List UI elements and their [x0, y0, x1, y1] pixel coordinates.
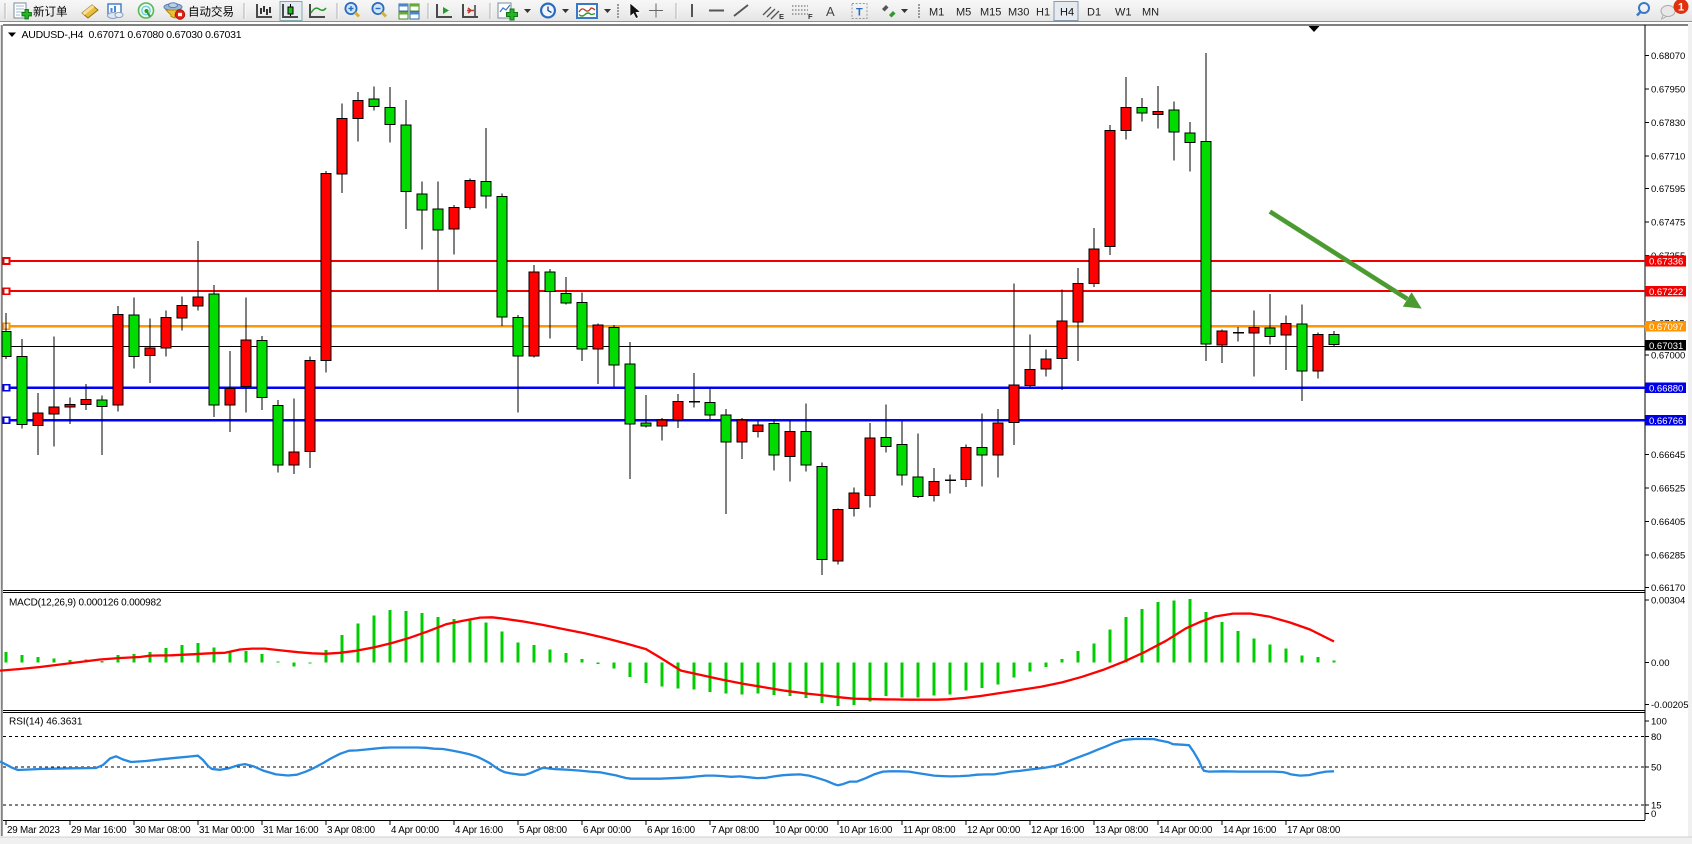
svg-text:0.67950: 0.67950	[1651, 85, 1685, 96]
svg-text:0.67830: 0.67830	[1651, 118, 1685, 129]
svg-text:29 Mar 2023: 29 Mar 2023	[7, 825, 61, 836]
svg-text:0.66285: 0.66285	[1651, 551, 1685, 562]
svg-text:13 Apr 08:00: 13 Apr 08:00	[1095, 825, 1149, 836]
svg-text:H1: H1	[1036, 7, 1050, 19]
svg-text:0.66405: 0.66405	[1651, 517, 1685, 528]
svg-text:0.66880: 0.66880	[1649, 383, 1683, 394]
svg-text:0.66766: 0.66766	[1649, 416, 1683, 427]
svg-text:-0.00205: -0.00205	[1651, 700, 1689, 711]
svg-text:0.00304: 0.00304	[1651, 596, 1685, 607]
svg-text:0.67031: 0.67031	[1649, 341, 1683, 352]
svg-text:10 Apr 16:00: 10 Apr 16:00	[839, 825, 893, 836]
svg-text:MN: MN	[1142, 7, 1159, 19]
svg-text:10 Apr 00:00: 10 Apr 00:00	[775, 825, 829, 836]
svg-text:D1: D1	[1087, 7, 1101, 19]
svg-text:RSI(14) 46.3631: RSI(14) 46.3631	[9, 717, 83, 728]
svg-text:30 Mar 08:00: 30 Mar 08:00	[135, 825, 191, 836]
svg-text:H4: H4	[1060, 7, 1074, 19]
svg-text:29 Mar 16:00: 29 Mar 16:00	[71, 825, 127, 836]
svg-text:0.67710: 0.67710	[1651, 152, 1685, 163]
svg-text:F: F	[808, 12, 813, 21]
svg-text:自动交易: 自动交易	[188, 5, 234, 19]
svg-text:12 Apr 00:00: 12 Apr 00:00	[967, 825, 1021, 836]
svg-text:M5: M5	[956, 7, 971, 19]
svg-text:15: 15	[1651, 801, 1662, 812]
svg-text:14 Apr 00:00: 14 Apr 00:00	[1159, 825, 1213, 836]
svg-text:新订单: 新订单	[33, 5, 68, 19]
svg-text:M15: M15	[980, 7, 1001, 19]
svg-text:A: A	[826, 4, 835, 19]
svg-text:3 Apr 08:00: 3 Apr 08:00	[327, 825, 376, 836]
svg-text:T: T	[856, 7, 863, 19]
svg-text:31 Mar 16:00: 31 Mar 16:00	[263, 825, 319, 836]
svg-text:14 Apr 16:00: 14 Apr 16:00	[1223, 825, 1277, 836]
svg-text:31 Mar 00:00: 31 Mar 00:00	[199, 825, 255, 836]
svg-text:7 Apr 08:00: 7 Apr 08:00	[711, 825, 760, 836]
svg-text:80: 80	[1651, 732, 1662, 743]
svg-text:0.67097: 0.67097	[1649, 322, 1683, 333]
svg-text:0.67475: 0.67475	[1651, 218, 1685, 229]
svg-text:E: E	[779, 12, 784, 21]
svg-text:0.66525: 0.66525	[1651, 484, 1685, 495]
svg-text:0.67595: 0.67595	[1651, 184, 1685, 195]
svg-text:M30: M30	[1008, 7, 1029, 19]
svg-text:1: 1	[1678, 2, 1684, 14]
svg-text:0.67222: 0.67222	[1649, 287, 1683, 298]
svg-text:W1: W1	[1115, 7, 1132, 19]
svg-text:AUDUSD-,H4 0.67071 0.67080 0.: AUDUSD-,H4 0.67071 0.67080 0.67030 0.670…	[22, 29, 242, 41]
svg-text:12 Apr 16:00: 12 Apr 16:00	[1031, 825, 1085, 836]
svg-text:M1: M1	[929, 7, 944, 19]
svg-text:17 Apr 08:00: 17 Apr 08:00	[1287, 825, 1341, 836]
svg-text:MACD(12,26,9) 0.000126 0.00098: MACD(12,26,9) 0.000126 0.000982	[9, 598, 162, 609]
svg-text:0.00: 0.00	[1651, 658, 1670, 669]
svg-text:0.67336: 0.67336	[1649, 257, 1683, 268]
svg-text:0.68070: 0.68070	[1651, 51, 1685, 62]
svg-text:0.66645: 0.66645	[1651, 450, 1685, 461]
svg-text:0.66170: 0.66170	[1651, 583, 1685, 594]
svg-text:50: 50	[1651, 763, 1662, 774]
svg-text:0.67000: 0.67000	[1651, 351, 1685, 362]
svg-text:6 Apr 16:00: 6 Apr 16:00	[647, 825, 696, 836]
svg-text:100: 100	[1651, 717, 1667, 728]
svg-text:4 Apr 00:00: 4 Apr 00:00	[391, 825, 440, 836]
svg-text:4 Apr 16:00: 4 Apr 16:00	[455, 825, 504, 836]
svg-text:5 Apr 08:00: 5 Apr 08:00	[519, 825, 568, 836]
svg-text:11 Apr 08:00: 11 Apr 08:00	[903, 825, 956, 836]
svg-text:6 Apr 00:00: 6 Apr 00:00	[583, 825, 632, 836]
svg-text:0: 0	[1651, 809, 1656, 820]
